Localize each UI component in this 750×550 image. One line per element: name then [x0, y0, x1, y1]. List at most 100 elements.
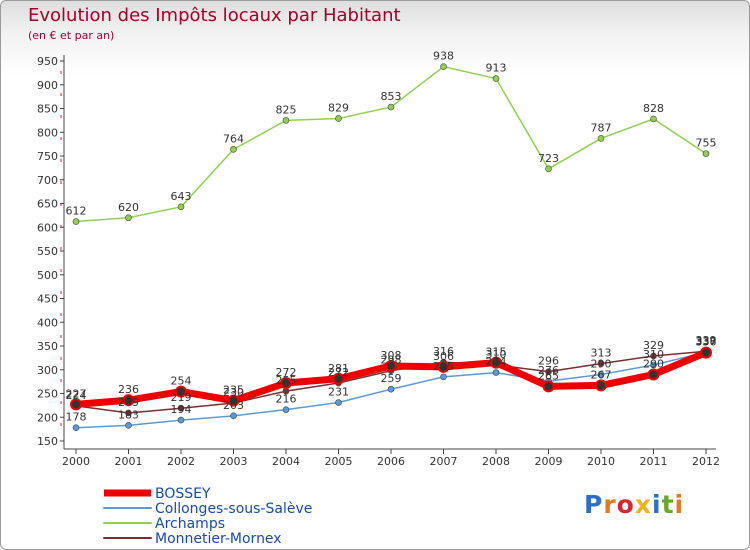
data-point [542, 380, 555, 393]
data-point [385, 359, 397, 372]
data-label: 296 [538, 355, 559, 368]
x-tick-label: 2011 [640, 455, 668, 468]
data-label: 272 [276, 366, 297, 379]
y-tick-label: 550 [37, 245, 58, 258]
data-label: 828 [643, 102, 664, 115]
proxiti-logo: Proxiti [584, 490, 684, 519]
data-point [125, 409, 132, 417]
x-tick-label: 2010 [587, 455, 615, 468]
x-tick-label: 2000 [62, 455, 90, 468]
data-label: 755 [696, 137, 717, 150]
data-point [72, 218, 80, 225]
legend-label: Collonges-sous-Salève [155, 501, 312, 517]
data-label: 290 [591, 358, 612, 371]
data-label: 236 [118, 383, 139, 396]
data-label: 310 [486, 348, 507, 361]
data-label: 313 [591, 347, 612, 360]
legend-label: BOSSEY [155, 486, 211, 502]
y-tick-label: 750 [37, 150, 58, 163]
data-label: 315 [486, 346, 507, 359]
x-tick-label: 2007 [430, 455, 458, 468]
y-tick-label: 700 [37, 174, 58, 187]
y-tick-label: 500 [37, 269, 58, 282]
data-label: 227 [66, 387, 87, 400]
data-point [387, 103, 395, 111]
data-point [545, 165, 552, 173]
data-point [597, 135, 605, 142]
data-point [125, 214, 132, 222]
y-tick-label: 850 [37, 103, 58, 116]
logo-letter: P [584, 490, 604, 519]
data-label: 224 [66, 389, 87, 402]
data-point [440, 373, 447, 381]
data-point [335, 115, 342, 122]
data-point [387, 385, 395, 393]
data-label: 265 [538, 369, 559, 382]
data-point [280, 377, 292, 390]
data-point [437, 360, 450, 373]
legend: BOSSEYCollonges-sous-SalèveArchampsMonne… [103, 486, 312, 547]
data-label: 329 [643, 339, 664, 352]
data-labels-layer: 612 620 643 764 825 829 853 938 913 723 787 828 755 1… [66, 50, 717, 424]
legend-label: Monnetier-Mornex [155, 531, 282, 547]
data-point [545, 368, 552, 375]
data-label: 913 [486, 62, 507, 75]
data-label: 183 [118, 408, 139, 421]
data-label: 723 [538, 152, 559, 165]
data-point [650, 352, 657, 360]
chart-title: Evolution des Impôts locaux par Habitant [28, 5, 401, 26]
data-point [650, 361, 657, 369]
data-label: 219 [171, 391, 192, 404]
data-label: 209 [118, 396, 139, 409]
data-label: 612 [66, 205, 87, 218]
legend-label: Archamps [155, 516, 225, 532]
logo-letter: i [652, 490, 662, 519]
data-point [490, 356, 502, 369]
data-label: 194 [171, 403, 192, 416]
data-point [597, 371, 605, 378]
data-point [125, 422, 132, 429]
data-point [177, 416, 185, 424]
data-label: 853 [381, 90, 402, 103]
y-tick-label: 300 [37, 364, 58, 377]
data-point [440, 63, 447, 70]
x-tick-label: 2002 [167, 455, 195, 468]
y-tick-label: 650 [37, 198, 58, 211]
data-label: 336 [696, 336, 717, 349]
data-label: 294 [486, 356, 507, 369]
data-label: 255 [276, 374, 297, 387]
data-label: 281 [328, 362, 349, 375]
data-label: 306 [433, 350, 454, 363]
data-label: 620 [118, 201, 139, 214]
data-point [177, 404, 185, 412]
data-label: 254 [171, 375, 192, 388]
data-label: 298 [381, 354, 402, 367]
data-label: 787 [591, 121, 612, 134]
y-tick-label: 450 [37, 293, 58, 306]
y-tick-label: 800 [37, 126, 58, 139]
x-tick-label: 2001 [115, 455, 143, 468]
data-label: 764 [223, 132, 244, 145]
data-point [230, 412, 237, 420]
x-tick-label: 2003 [220, 455, 248, 468]
data-point [702, 150, 710, 157]
data-label: 339 [696, 334, 717, 347]
data-label: 829 [328, 101, 349, 114]
y-tick-label: 150 [37, 435, 58, 448]
data-label: 938 [433, 50, 454, 63]
x-tick-label: 2008 [482, 455, 510, 468]
data-point [72, 424, 80, 432]
data-label: 285 [433, 360, 454, 373]
data-label: 267 [591, 368, 612, 381]
axes: 150 200 250 300 350 400 450 500 550 600 650 700 750 8… [37, 55, 720, 468]
y-tick-label: 200 [37, 411, 58, 424]
data-point [650, 115, 657, 123]
x-tick-label: 2004 [272, 455, 300, 468]
data-label: 276 [538, 364, 559, 377]
x-tick-label: 2009 [535, 455, 563, 468]
logo-letter: i [674, 490, 685, 519]
data-point [282, 117, 290, 124]
y-tick-label: 950 [37, 55, 58, 68]
